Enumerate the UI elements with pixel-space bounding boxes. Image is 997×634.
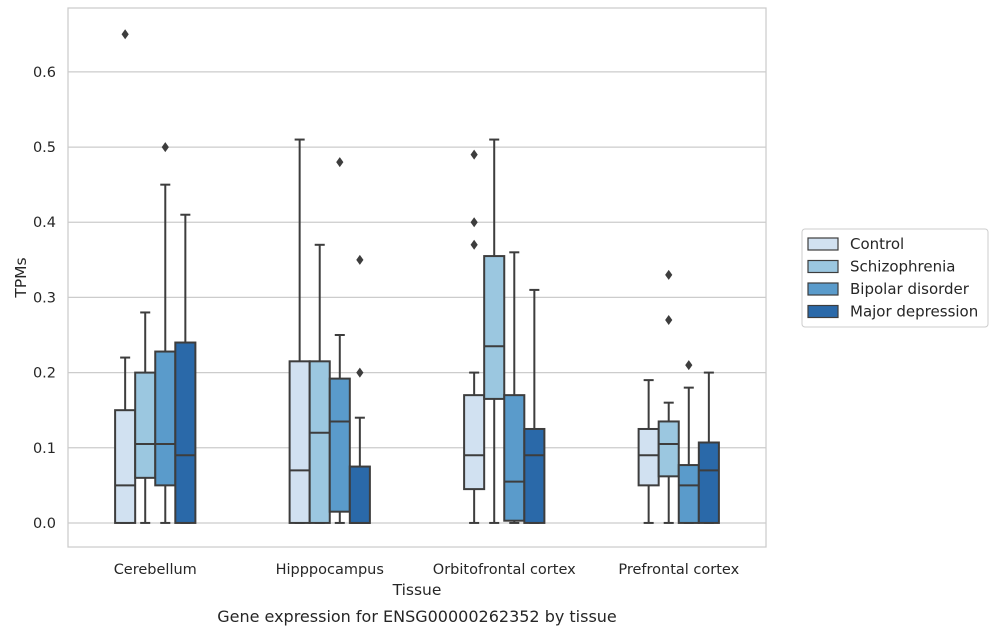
outlier-point [356, 367, 364, 378]
box-control-1 [288, 138, 311, 524]
box-schizophrenia-3 [657, 269, 680, 524]
legend-swatch [807, 282, 839, 296]
box-bipolar-disorder-3 [677, 360, 700, 524]
legend-swatch [807, 237, 839, 251]
outlier-point [470, 217, 478, 228]
y-tick-label: 0.3 [33, 290, 56, 306]
box-bipolar-disorder-2 [503, 251, 526, 524]
legend-label: Schizophrenia [850, 258, 955, 276]
box-schizophrenia-2 [483, 138, 506, 524]
y-tick-label: 0.2 [33, 366, 56, 382]
y-tick-label: 0.4 [33, 215, 56, 231]
legend-frame [801, 228, 989, 328]
legend-label: Major depression [850, 303, 978, 321]
y-tick-label: 0.1 [33, 441, 56, 457]
outlier-point [665, 314, 673, 325]
x-tick-label: Orbitofrontal cortex [433, 562, 576, 578]
box-major-depression-2 [523, 288, 546, 524]
plot-frame [67, 7, 767, 548]
box-schizophrenia-1 [308, 243, 331, 524]
y-tick-label: 0.5 [33, 140, 56, 156]
box-iqr [503, 394, 526, 522]
box-iqr [308, 360, 331, 524]
outlier-point [470, 239, 478, 250]
box-major-depression-3 [697, 371, 720, 524]
x-tick-label: Cerebellum [114, 562, 197, 578]
legend-swatch [807, 304, 839, 319]
box-iqr [677, 464, 700, 524]
box-iqr [154, 350, 177, 487]
legend-item: Major depression [807, 303, 978, 321]
outlier-point [665, 269, 673, 280]
box-iqr [134, 371, 157, 479]
outlier-point [121, 29, 129, 40]
x-axis-label: Tissue [392, 581, 442, 599]
box-iqr [483, 255, 506, 400]
box-schizophrenia-0 [134, 311, 157, 524]
box-iqr [328, 377, 351, 513]
outlier-point [161, 142, 169, 153]
y-tick-label: 0.6 [33, 65, 56, 81]
box-iqr [523, 427, 546, 524]
legend-label: Control [850, 235, 904, 253]
box-iqr [114, 409, 137, 524]
chart-caption: Gene expression for ENSG00000262352 by t… [217, 607, 617, 626]
legend: Control Schizophrenia Bipolar disorder Majo… [801, 228, 989, 328]
box-iqr [174, 341, 197, 524]
boxes [114, 29, 720, 524]
x-tick-label: Hipppocampus [276, 562, 384, 578]
box-control-0 [114, 29, 137, 524]
box-bipolar-disorder-1 [328, 157, 351, 524]
legend-item: Schizophrenia [807, 258, 955, 276]
box-iqr [637, 427, 660, 487]
x-tick-label: Prefrontal cortex [618, 562, 739, 578]
box-iqr [697, 441, 720, 524]
legend-label: Bipolar disorder [850, 280, 970, 298]
legend-item: Bipolar disorder [807, 280, 970, 298]
legend-item: Control [807, 235, 904, 253]
outlier-point [470, 149, 478, 160]
outlier-point [336, 157, 344, 168]
box-iqr [657, 420, 680, 478]
outlier-point [356, 254, 364, 265]
box-iqr [288, 360, 311, 524]
box-control-2 [463, 149, 486, 524]
box-control-3 [637, 379, 660, 524]
box-iqr [348, 465, 371, 524]
outlier-point [685, 360, 693, 371]
legend-swatch [807, 259, 839, 274]
box-major-depression-0 [174, 213, 197, 524]
box-bipolar-disorder-0 [154, 142, 177, 524]
y-tick-label: 0.0 [33, 516, 56, 532]
y-axis-label: TPMs [12, 257, 30, 298]
x-tick-labels: Cerebellum Hipppocampus Orbitofrontal cort… [114, 562, 740, 578]
box-major-depression-1 [348, 254, 371, 524]
box-iqr [463, 394, 486, 491]
y-tick-labels: 0.0 0.1 0.2 0.3 0.4 0.5 0.6 [33, 65, 56, 532]
